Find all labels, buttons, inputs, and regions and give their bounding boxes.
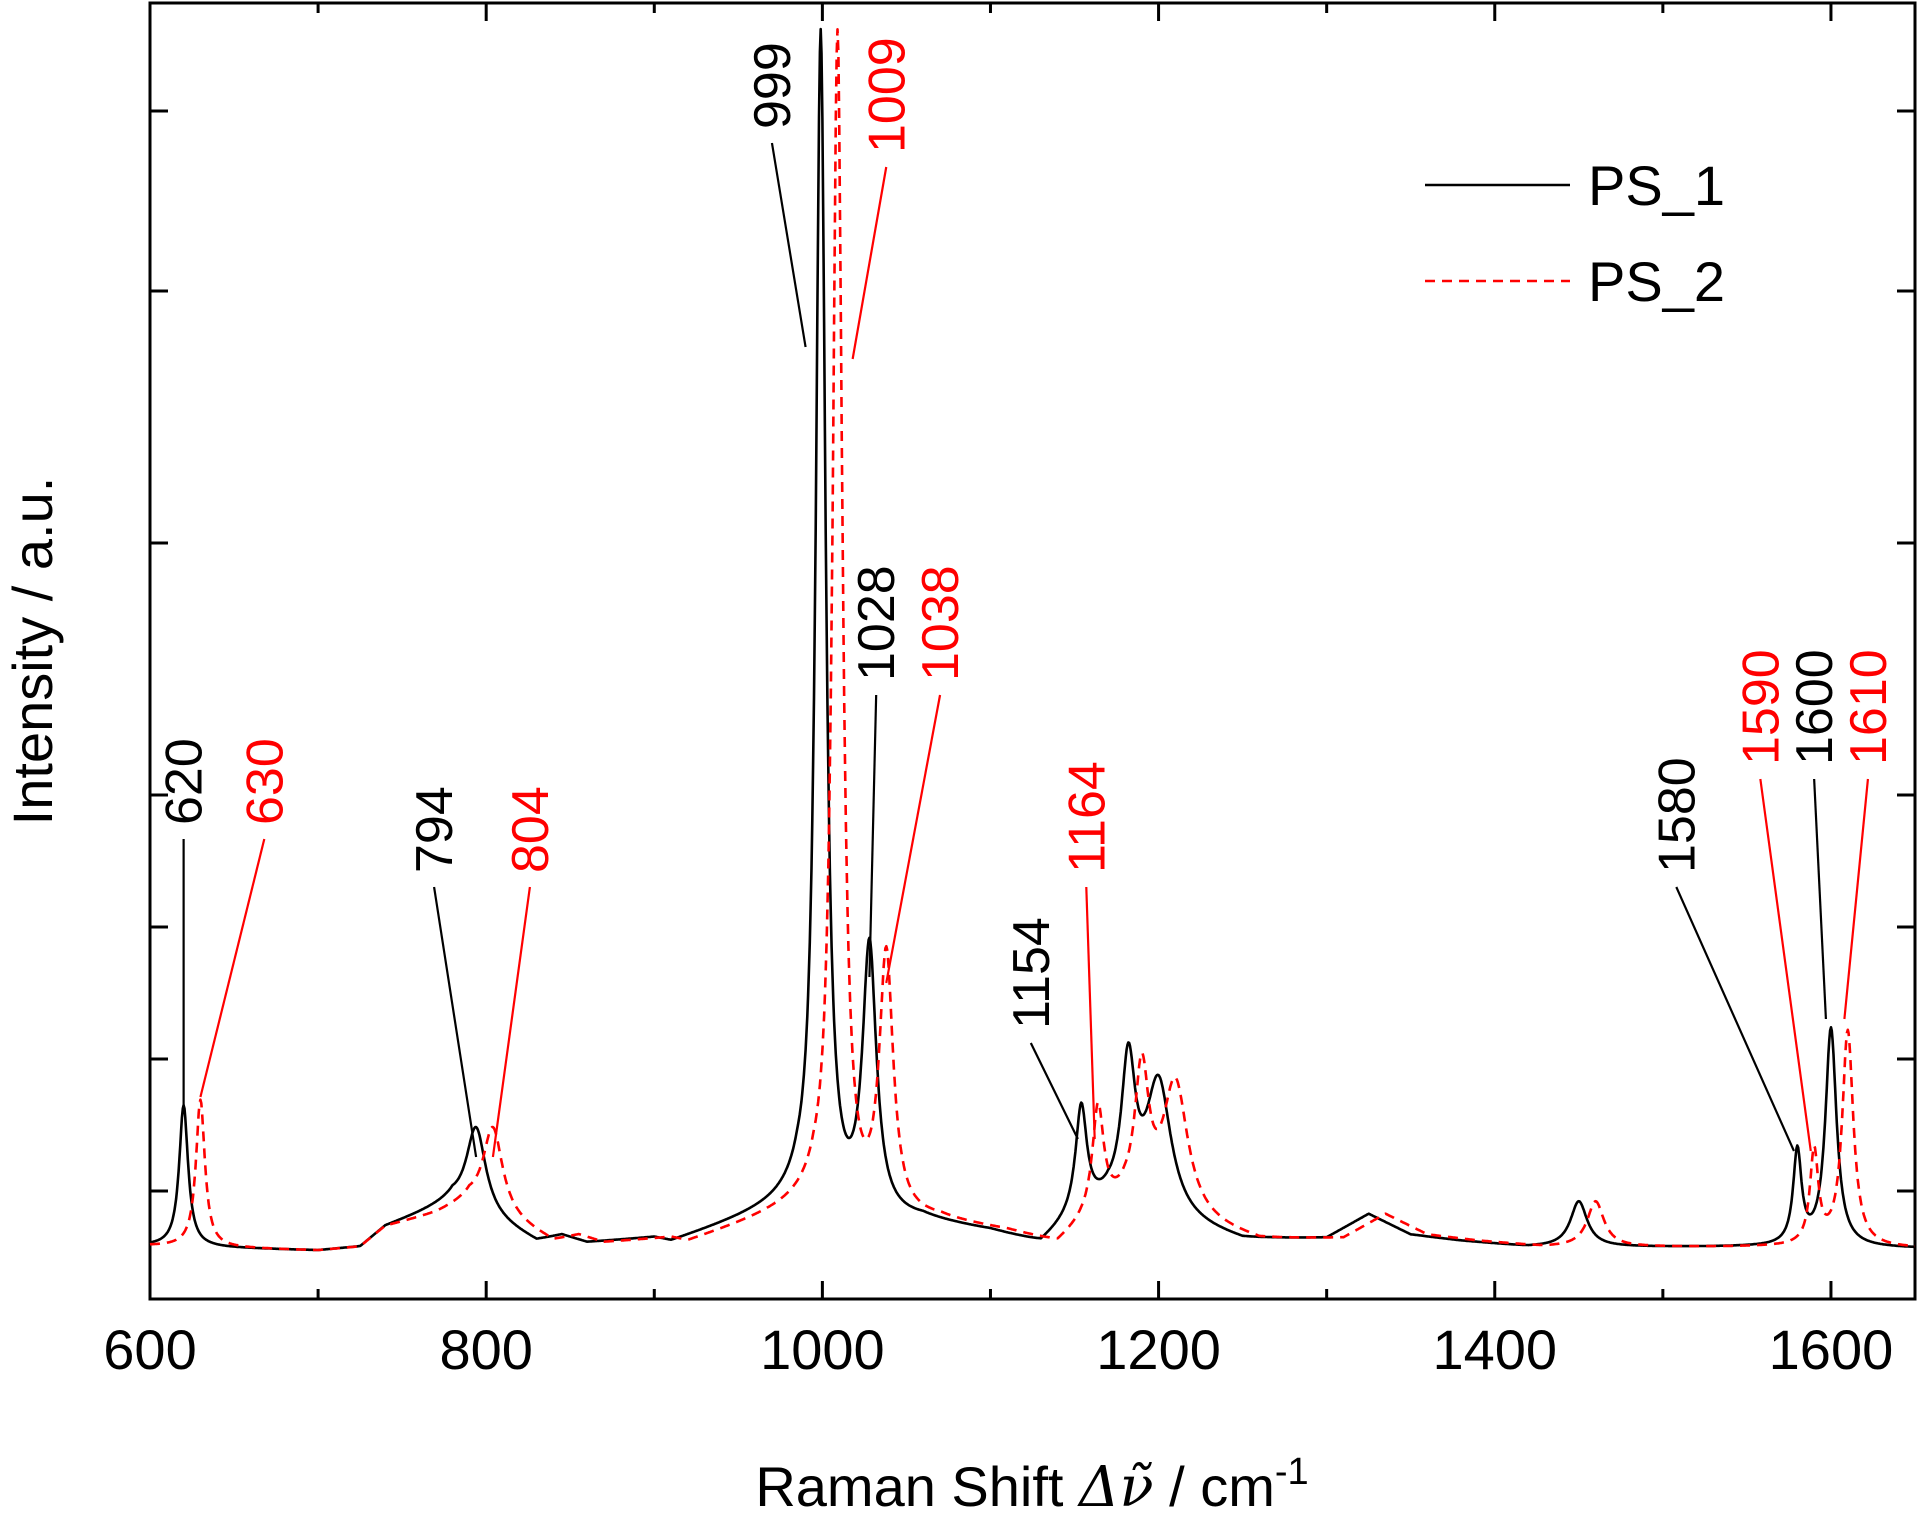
x-axis-label-nu: ν̃: [1119, 1455, 1153, 1520]
tick-layer: 600 800 1000 1200 1400 1600: [103, 3, 1915, 1381]
annotation-leader-1580: [1675, 886, 1795, 1152]
annotation-label-1580: 1580: [1648, 757, 1706, 873]
x-axis-label-superscript: -1: [1275, 1451, 1309, 1493]
series-line-ps-1: [149, 27, 1916, 1252]
annotation-leader-1028: [868, 694, 878, 978]
x-axis-label-main: Raman Shift: [755, 1455, 1079, 1518]
annotation-label-804: 804: [502, 786, 560, 873]
annotation-label-1154: 1154: [1003, 917, 1061, 1029]
annotation-label-1600: 1600: [1786, 649, 1844, 765]
annotation-leader-1164: [1085, 886, 1096, 1140]
x-axis-label: Raman Shift Δν̃ / cm-1: [755, 1451, 1308, 1520]
annotation-label-1610: 1610: [1840, 649, 1898, 765]
annotation-label-999: 999: [744, 42, 802, 129]
annotation-label-794: 794: [406, 786, 464, 873]
x-tick-label-1600: 1600: [1769, 1318, 1894, 1381]
annotation-label-1164: 1164: [1058, 761, 1116, 873]
plot-frame: [148, 1, 1917, 1301]
legend-label-ps-1: PS_1: [1588, 154, 1725, 217]
annotation-leader-1154: [1029, 1042, 1079, 1140]
x-tick-label-1000: 1000: [760, 1318, 885, 1381]
series-layer: [149, 27, 1916, 1252]
annotation-leader-630: [199, 838, 266, 1098]
x-tick-label-800: 800: [439, 1318, 532, 1381]
x-tick-label-1400: 1400: [1432, 1318, 1557, 1381]
annotation-leader-1610: [1843, 778, 1870, 1020]
plot-area-group: [148, 1, 1917, 1301]
annotation-leader-794: [432, 886, 478, 1158]
annotation-label-620: 620: [156, 738, 214, 825]
annotation-label-1590: 1590: [1732, 649, 1790, 765]
legend: PS_1 PS_2: [1425, 154, 1725, 313]
annotation-label-1028: 1028: [848, 565, 906, 681]
annotation-layer: 620 630 794 804 999 1009 1028 1038 1154 1164 1580 1…: [156, 37, 1898, 1158]
annotation-leader-1038: [885, 694, 942, 984]
x-axis-label-unit: / cm: [1154, 1455, 1275, 1518]
annotation-leader-804: [491, 886, 531, 1158]
x-tick-label-600: 600: [103, 1318, 196, 1381]
annotation-label-1038: 1038: [912, 565, 970, 681]
annotation-leader-1600: [1813, 778, 1828, 1020]
series-line-ps-2: [149, 28, 1916, 1252]
y-axis-label: Intensity / a.u.: [1, 477, 64, 826]
legend-label-ps-2: PS_2: [1588, 250, 1725, 313]
annotation-leader-1590: [1759, 778, 1812, 1152]
annotation-leader-999: [770, 142, 807, 348]
annotation-leader-1009: [851, 166, 888, 360]
x-axis-label-symbol: Δ: [1077, 1455, 1119, 1520]
x-tick-label-1200: 1200: [1096, 1318, 1221, 1381]
annotation-label-1009: 1009: [858, 37, 916, 153]
annotation-label-630: 630: [236, 738, 294, 825]
